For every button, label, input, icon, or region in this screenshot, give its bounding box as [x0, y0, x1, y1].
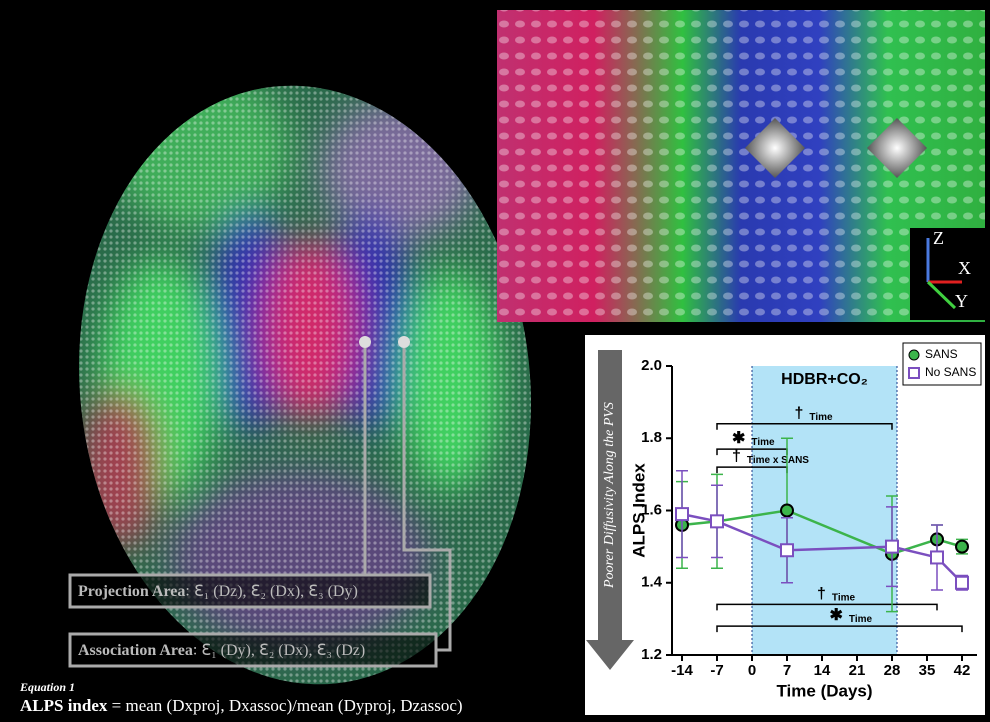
brain-image [60, 60, 560, 710]
point [781, 544, 793, 556]
y-tick-label: 2.0 [641, 357, 662, 374]
point [931, 551, 943, 563]
point [956, 577, 968, 589]
bracket-symbol: ✱ [732, 430, 745, 447]
figure: Z X Y Projection Area: ℇ₁ (Dz), ℇ₂ (Dx),… [0, 0, 990, 722]
bracket-text: Time x SANS [747, 455, 809, 466]
bracket-symbol: † [732, 448, 741, 465]
zoom-image: Z X Y [497, 10, 985, 322]
y-tick-label: 1.2 [641, 646, 662, 663]
legend-marker [909, 368, 919, 378]
x-tick-label: 7 [783, 662, 791, 679]
axis-y-label: Y [955, 291, 968, 311]
projection-label: Projection Area: ℇ₁ (Dz), ℇ₂ (Dx), ℇ₃ (D… [78, 583, 358, 600]
axis-z-label: Z [933, 228, 944, 248]
y-tick-label: 1.4 [641, 574, 663, 591]
point [781, 505, 793, 517]
bracket-text: Time [809, 411, 833, 422]
arrow-label: Poorer Diffusivity Along the PVS [602, 402, 617, 589]
point [956, 541, 968, 553]
bracket-symbol: ✱ [830, 607, 843, 624]
x-tick-label: 35 [919, 662, 936, 679]
x-tick-label: -14 [671, 662, 693, 679]
region-label: HDBR+CO₂ [781, 371, 868, 388]
legend-marker [909, 350, 919, 360]
bracket-text: Time [849, 614, 873, 625]
shaded-region [752, 366, 897, 655]
y-tick-label: 1.8 [641, 429, 662, 446]
x-tick-label: -7 [710, 662, 723, 679]
x-tick-label: 21 [849, 662, 866, 679]
legend-label: No SANS [925, 365, 976, 379]
x-tick-label: 42 [954, 662, 971, 679]
x-tick-label: 28 [884, 662, 901, 679]
point [676, 508, 688, 520]
y-axis-label: ALPS Index [629, 463, 648, 558]
legend-label: SANS [925, 347, 958, 361]
x-tick-label: 14 [814, 662, 831, 679]
bracket-text: Time [832, 592, 856, 603]
point [886, 541, 898, 553]
point [711, 515, 723, 527]
association-label: Association Area: ℇ₁ (Dy), ℇ₂ (Dx), ℇ₃ (… [78, 642, 365, 659]
x-axis-label: Time (Days) [776, 681, 872, 700]
equation-caption: Equation 1 [19, 680, 75, 694]
bracket-text: Time [751, 437, 775, 448]
axis-x-label: X [958, 258, 971, 278]
bracket-symbol: † [795, 405, 804, 422]
bracket-symbol: † [817, 586, 826, 603]
equation: ALPS index = mean (Dxproj, Dxassoc)/mean… [20, 696, 463, 715]
x-tick-label: 0 [748, 662, 756, 679]
